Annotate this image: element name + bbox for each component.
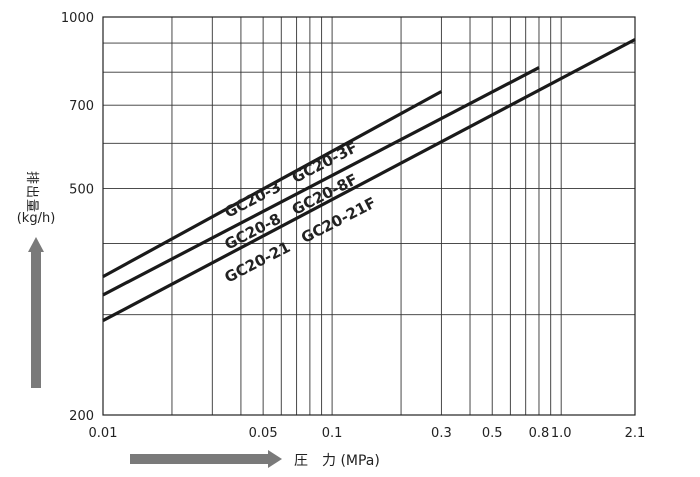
series-line-2	[102, 66, 540, 297]
x-tick-label: 0.05	[249, 426, 278, 441]
x-tick-label: 0.3	[431, 426, 452, 441]
y-axis-arrow-icon	[28, 237, 44, 388]
y-tick-label: 700	[69, 99, 94, 114]
x-tick-label: 2.1	[625, 426, 646, 441]
y-axis-unit: (kg/h)	[17, 211, 56, 226]
x-axis-label: 圧 力 (MPa)	[294, 453, 380, 469]
y-tick-labels: 200 500 700 1000	[61, 11, 94, 424]
x-tick-label: 0.8	[529, 426, 550, 441]
y-tick-label: 500	[69, 182, 94, 197]
series-line-1	[102, 90, 443, 279]
x-tick-label: 0.1	[322, 426, 343, 441]
plot-frame	[102, 16, 636, 416]
y-tick-label: 1000	[61, 11, 94, 26]
x-tick-label: 1.0	[551, 426, 572, 441]
series-group	[102, 38, 636, 323]
x-tick-label: 0.5	[482, 426, 503, 441]
x-tick-label: 0.01	[89, 426, 118, 441]
series-line-3	[102, 38, 636, 323]
x-tick-labels: 0.01 0.05 0.1 0.3 0.5 0.8 1.0 2.1	[89, 426, 646, 441]
grid	[103, 17, 635, 415]
series-labels: GC20-3 GC20-3F GC20-8 GC20-8F GC20-21 GC…	[222, 138, 379, 286]
y-axis-label: 排出量	[24, 171, 39, 213]
y-tick-label: 200	[69, 409, 94, 424]
x-axis-arrow-icon	[130, 450, 282, 468]
